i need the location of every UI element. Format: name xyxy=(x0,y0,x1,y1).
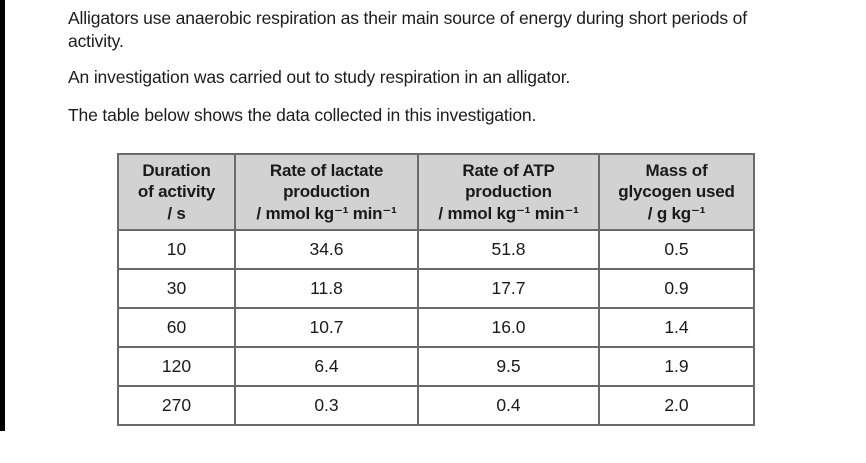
cell-glycogen: 0.5 xyxy=(598,229,755,270)
table-row: 270 0.3 0.4 2.0 xyxy=(117,385,755,426)
cell-duration: 120 xyxy=(117,346,236,387)
cell-lactate: 0.3 xyxy=(234,385,419,426)
header-unit: / g kg⁻¹ xyxy=(647,203,706,223)
header-atp-rate: Rate of ATP production / mmol kg⁻¹ min⁻¹ xyxy=(417,153,600,231)
header-duration: Duration of activity / s xyxy=(117,153,236,231)
header-line: Mass of xyxy=(645,160,708,180)
table-row: 10 34.6 51.8 0.5 xyxy=(117,229,755,270)
header-lactate-rate: Rate of lactate production / mmol kg⁻¹ m… xyxy=(234,153,419,231)
intro-paragraph-1: Alligators use anaerobic respiration as … xyxy=(68,8,747,51)
cell-duration: 60 xyxy=(117,307,236,348)
cell-glycogen: 0.9 xyxy=(598,268,755,309)
header-glycogen-mass: Mass of glycogen used / g kg⁻¹ xyxy=(598,153,755,231)
header-unit: / mmol kg⁻¹ min⁻¹ xyxy=(256,203,397,223)
header-line: Rate of lactate xyxy=(269,160,384,180)
table-row: 120 6.4 9.5 1.9 xyxy=(117,346,755,387)
respiration-data-table: Duration of activity / s Rate of lactate… xyxy=(117,153,755,426)
header-line: glycogen used xyxy=(618,182,735,202)
cell-glycogen: 1.9 xyxy=(598,346,755,387)
cell-glycogen: 1.4 xyxy=(598,307,755,348)
cell-duration: 10 xyxy=(117,229,236,270)
cell-lactate: 34.6 xyxy=(234,229,419,270)
header-line: production xyxy=(465,182,552,202)
header-line: Duration xyxy=(142,160,211,180)
table-row: 60 10.7 16.0 1.4 xyxy=(117,307,755,348)
table-row: 30 11.8 17.7 0.9 xyxy=(117,268,755,309)
cell-atp: 51.8 xyxy=(417,229,600,270)
cell-atp: 16.0 xyxy=(417,307,600,348)
intro-paragraph-2: An investigation was carried out to stud… xyxy=(68,67,571,87)
cell-duration: 270 xyxy=(117,385,236,426)
cell-duration: 30 xyxy=(117,268,236,309)
header-line: production xyxy=(283,182,370,202)
cell-lactate: 6.4 xyxy=(234,346,419,387)
cell-lactate: 10.7 xyxy=(234,307,419,348)
header-line: of activity xyxy=(137,182,216,202)
header-unit: / s xyxy=(167,203,186,223)
table-header-row: Duration of activity / s Rate of lactate… xyxy=(117,153,755,231)
cell-glycogen: 2.0 xyxy=(598,385,755,426)
cell-lactate: 11.8 xyxy=(234,268,419,309)
cell-atp: 17.7 xyxy=(417,268,600,309)
scan-edge-bar xyxy=(0,0,5,431)
cell-atp: 9.5 xyxy=(417,346,600,387)
intro-paragraph-3: The table below shows the data collected… xyxy=(68,105,537,125)
cell-atp: 0.4 xyxy=(417,385,600,426)
header-unit: / mmol kg⁻¹ min⁻¹ xyxy=(438,203,579,223)
header-line: Rate of ATP xyxy=(462,160,555,180)
